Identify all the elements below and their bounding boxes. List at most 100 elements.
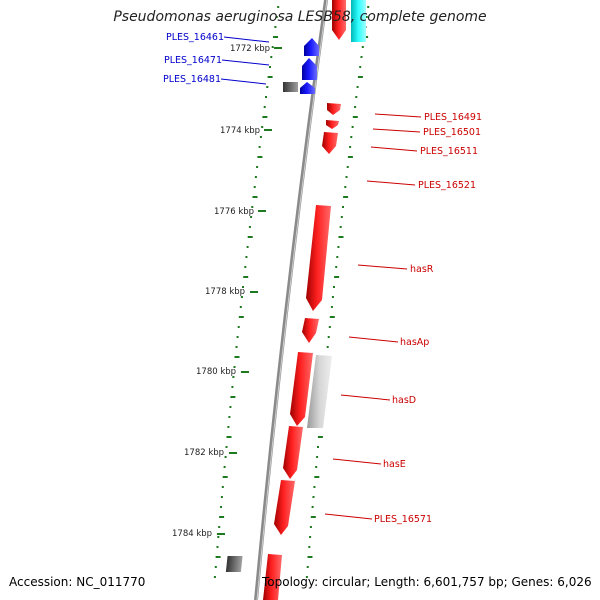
inner-tick bbox=[337, 246, 340, 248]
gene-label-ples-16471[interactable]: PLES_16471 bbox=[164, 55, 222, 66]
gene-label-hase[interactable]: hasE bbox=[383, 459, 406, 470]
inner-tick bbox=[359, 66, 362, 68]
outer-tick bbox=[269, 66, 271, 68]
cds-feature-ples-16481 bbox=[300, 82, 315, 94]
outer-tick bbox=[234, 356, 240, 358]
inner-tick bbox=[309, 536, 312, 538]
inner-tick bbox=[317, 446, 319, 448]
outer-tick bbox=[233, 366, 236, 368]
inner-tick bbox=[365, 16, 368, 18]
outer-tick bbox=[232, 376, 235, 378]
inner-tick bbox=[315, 466, 318, 468]
gene-label-hasd[interactable]: hasD bbox=[392, 395, 416, 406]
outer-tick-track bbox=[213, 6, 280, 578]
cds-feature-hase bbox=[283, 426, 303, 479]
inner-tick bbox=[344, 186, 347, 188]
scale-label-1778: 1778 kbp bbox=[205, 287, 245, 297]
outer-tick bbox=[275, 16, 278, 18]
outer-tick bbox=[243, 276, 249, 278]
inner-tick bbox=[349, 146, 352, 148]
gene-label-ples-16491[interactable]: PLES_16491 bbox=[424, 112, 482, 123]
outer-tick bbox=[224, 456, 227, 458]
outer-tick bbox=[221, 486, 224, 488]
inner-tick bbox=[334, 276, 340, 278]
outer-tick bbox=[252, 196, 258, 198]
outer-tick bbox=[242, 286, 244, 288]
outer-tick bbox=[220, 506, 222, 508]
gene-label-ples-16461[interactable]: PLES_16461 bbox=[166, 32, 224, 43]
inner-tick bbox=[342, 206, 344, 208]
inner-tick bbox=[333, 286, 335, 288]
outer-tick bbox=[262, 116, 268, 118]
gene-label-ples-16511[interactable]: PLES_16511 bbox=[420, 146, 478, 157]
gene-label-hasap[interactable]: hasAp bbox=[400, 337, 429, 348]
inner-tick bbox=[357, 76, 363, 78]
outer-tick bbox=[228, 416, 231, 418]
inner-tick bbox=[312, 496, 315, 498]
outer-tick bbox=[227, 426, 230, 428]
inner-tick bbox=[330, 306, 333, 308]
inner-tick bbox=[316, 456, 319, 458]
outer-tick bbox=[270, 56, 273, 58]
inner-tick bbox=[340, 216, 343, 218]
outer-tick bbox=[248, 226, 251, 228]
inner-tick bbox=[338, 236, 344, 238]
scale-label-1784: 1784 kbp bbox=[172, 529, 212, 539]
inner-tick bbox=[352, 116, 358, 118]
cds-feature-bottom bbox=[263, 554, 282, 600]
outer-tick bbox=[240, 296, 243, 298]
cds-feature-ples-16501 bbox=[326, 120, 339, 129]
feature-track bbox=[225, 0, 366, 600]
outer-tick bbox=[257, 156, 263, 158]
backbone-highlight bbox=[256, 0, 328, 600]
inner-tick bbox=[361, 46, 364, 48]
outer-tick bbox=[239, 306, 242, 308]
gene-label-ples-16521[interactable]: PLES_16521 bbox=[418, 180, 476, 191]
outer-tick bbox=[215, 556, 221, 558]
cds-feature-hasr bbox=[306, 205, 331, 311]
inner-tick bbox=[345, 176, 348, 178]
outer-tick bbox=[277, 6, 280, 8]
outer-tick bbox=[263, 106, 266, 108]
outer-tick bbox=[238, 316, 244, 318]
gene-label-hasr[interactable]: hasR bbox=[410, 264, 434, 275]
inner-tick bbox=[310, 516, 316, 518]
outer-tick bbox=[229, 406, 232, 408]
outer-tick bbox=[226, 436, 232, 438]
inner-tick bbox=[326, 346, 329, 348]
inner-tick bbox=[306, 566, 309, 568]
outer-tick bbox=[256, 166, 259, 168]
outer-tick bbox=[235, 346, 238, 348]
outer-tick bbox=[259, 136, 262, 138]
cds-feature-hasap bbox=[302, 318, 319, 343]
outer-tick bbox=[237, 326, 240, 328]
inner-tick bbox=[317, 436, 323, 438]
inner-tick bbox=[308, 546, 311, 548]
outer-tick bbox=[245, 256, 248, 258]
dark-feature-2 bbox=[225, 556, 243, 572]
inner-tick bbox=[327, 336, 330, 338]
outer-tick bbox=[258, 146, 261, 148]
outer-tick bbox=[274, 26, 277, 28]
inner-tick bbox=[328, 326, 331, 328]
gene-label-ples-16571[interactable]: PLES_16571 bbox=[374, 514, 432, 525]
scale-labels: 1772 kbp 1774 kbp 1776 kbp 1778 kbp 1780… bbox=[172, 44, 282, 539]
inner-tick bbox=[336, 256, 339, 258]
inner-tick bbox=[331, 296, 334, 298]
cds-feature-hasd bbox=[290, 352, 313, 426]
outer-tick bbox=[214, 566, 217, 568]
gene-label-ples-16481[interactable]: PLES_16481 bbox=[163, 74, 221, 85]
inner-tick bbox=[314, 476, 320, 478]
inner-tick bbox=[350, 136, 353, 138]
outer-tick bbox=[222, 476, 228, 478]
inner-tick bbox=[354, 106, 357, 108]
gene-label-ples-16501[interactable]: PLES_16501 bbox=[423, 127, 481, 138]
outer-tick bbox=[271, 46, 274, 48]
dark-feature-1 bbox=[283, 82, 298, 92]
cds-feature-ples-16471 bbox=[302, 58, 317, 80]
cds-feature-ples-16491 bbox=[327, 103, 341, 115]
inner-tick-track bbox=[305, 6, 370, 578]
outer-tick bbox=[261, 126, 264, 128]
outer-tick bbox=[230, 396, 236, 398]
